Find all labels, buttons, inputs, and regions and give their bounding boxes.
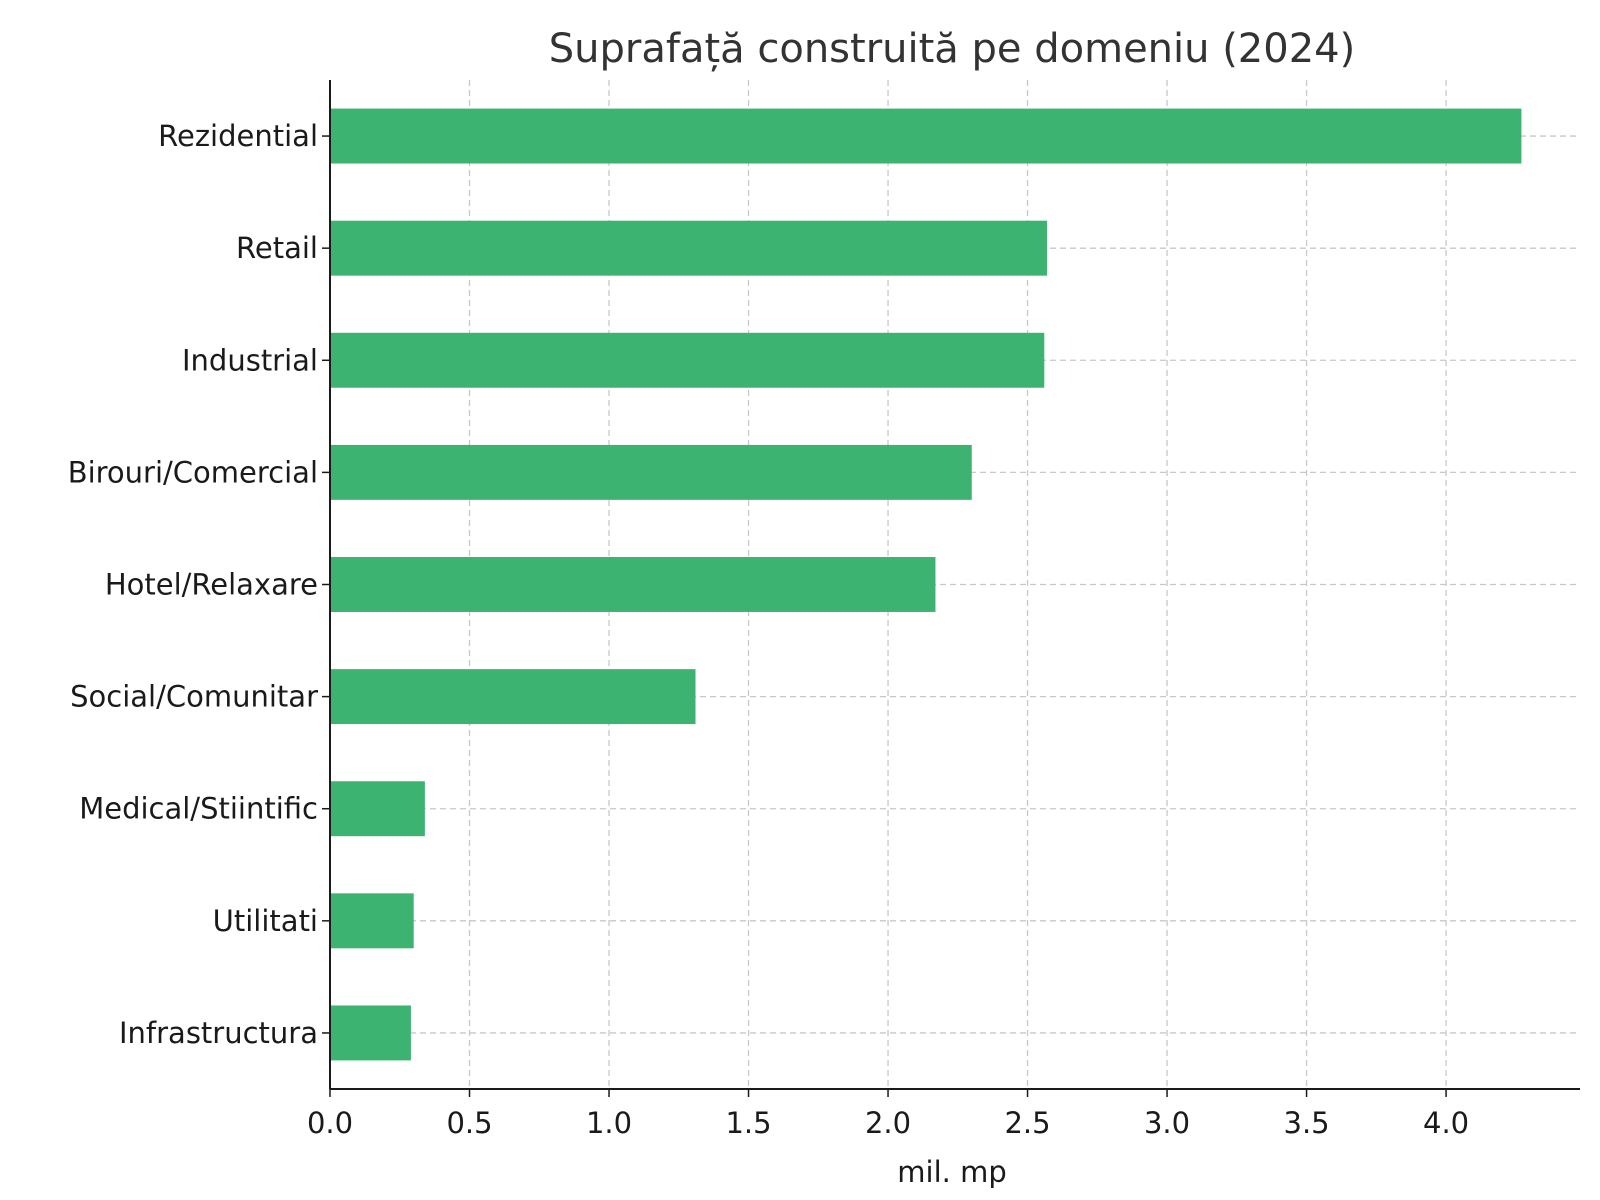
bar-rezidential bbox=[330, 108, 1522, 164]
bar-birouri-comercial bbox=[330, 444, 972, 500]
x-tick-label: 1.5 bbox=[725, 1106, 771, 1140]
y-tick-label: Hotel/Relaxare bbox=[105, 568, 318, 602]
bar-social-comunitar bbox=[330, 669, 696, 725]
x-tick-labels: 0.0 0.5 1.0 1.5 2.0 2.5 3.0 3.5 4.0 bbox=[307, 1106, 1469, 1140]
y-tick-label: Utilitati bbox=[213, 904, 318, 938]
x-tick-label: 4.0 bbox=[1423, 1106, 1469, 1140]
y-tick-label: Social/Comunitar bbox=[70, 680, 318, 714]
x-tick-label: 3.5 bbox=[1284, 1106, 1330, 1140]
x-tick-label: 1.0 bbox=[586, 1106, 632, 1140]
y-tick-label: Industrial bbox=[182, 343, 318, 377]
axes bbox=[322, 80, 1580, 1097]
bar-industrial bbox=[330, 332, 1045, 388]
x-tick-label: 3.0 bbox=[1144, 1106, 1190, 1140]
chart-title: Suprafață construită pe domeniu (2024) bbox=[549, 26, 1355, 72]
bar-infrastructura bbox=[330, 1005, 411, 1061]
x-axis-label: mil. mp bbox=[897, 1155, 1006, 1189]
y-tick-label: Infrastructura bbox=[119, 1016, 318, 1050]
x-tick-label: 0.0 bbox=[307, 1106, 353, 1140]
x-tick-label: 2.0 bbox=[865, 1106, 911, 1140]
y-tick-label: Birouri/Comercial bbox=[68, 455, 318, 489]
bars bbox=[330, 108, 1522, 1061]
x-tick-label: 2.5 bbox=[1004, 1106, 1050, 1140]
bar-hotel-relaxare bbox=[330, 557, 936, 612]
bar-medical-stiintific bbox=[330, 781, 425, 837]
y-tick-label: Medical/Stiintific bbox=[79, 792, 318, 826]
y-tick-labels: Rezidential Retail Industrial Birouri/Comer… bbox=[68, 119, 318, 1050]
bar-retail bbox=[330, 220, 1048, 276]
y-tick-label: Rezidential bbox=[158, 119, 318, 153]
x-tick-label: 0.5 bbox=[446, 1106, 492, 1140]
bar-utilitati bbox=[330, 893, 414, 949]
y-tick-label: Retail bbox=[236, 231, 318, 265]
